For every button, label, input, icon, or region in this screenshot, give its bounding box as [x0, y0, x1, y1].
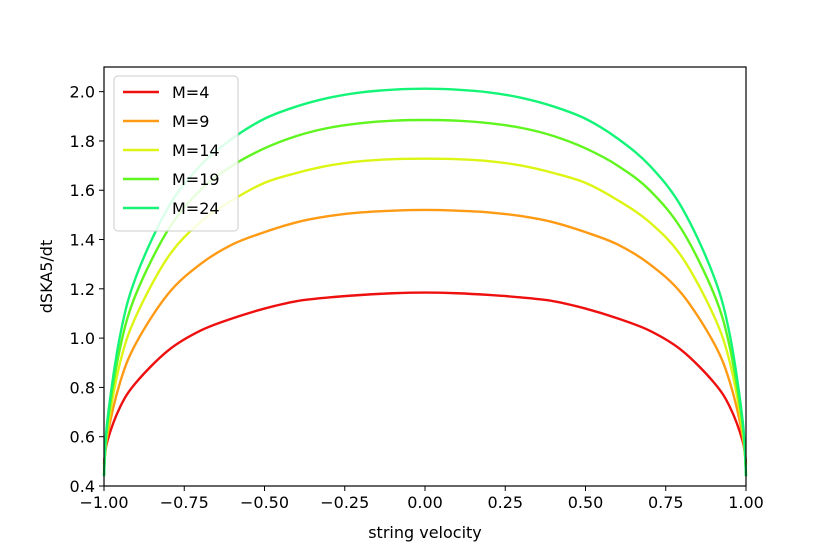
y-tick-label: 1.2 — [70, 280, 95, 299]
y-axis: 0.4 0.6 0.8 1.0 1.2 1.4 1.6 1.8 2.0 — [70, 83, 104, 496]
y-tick-label: 2.0 — [70, 83, 95, 102]
series-line-1 — [102, 208, 748, 472]
y-tick-label: 1.4 — [70, 231, 95, 250]
x-tick-label: −1.00 — [79, 493, 128, 512]
x-tick-label: 0.50 — [568, 493, 604, 512]
y-tick-label: 0.4 — [70, 477, 95, 496]
series-line-2 — [102, 157, 748, 474]
legend-label-4: M=24 — [172, 199, 220, 218]
x-tick-label: 0.25 — [487, 493, 523, 512]
legend-box — [113, 75, 239, 232]
y-tick-label: 1.8 — [70, 132, 95, 151]
x-tick-label: −0.50 — [240, 493, 289, 512]
x-tick-label: −0.25 — [320, 493, 369, 512]
legend-label-3: M=19 — [172, 170, 220, 189]
y-tick-label: 0.8 — [70, 378, 95, 397]
series-layer — [102, 87, 748, 477]
y-tick-label: 1.6 — [70, 181, 95, 200]
x-axis-label: string velocity — [368, 523, 482, 542]
legend-label-0: M=4 — [172, 83, 209, 102]
y-tick-label: 0.6 — [70, 428, 95, 447]
x-tick-label: −0.75 — [160, 493, 209, 512]
legend-label-1: M=9 — [172, 112, 209, 131]
x-tick-label: 0.00 — [407, 493, 443, 512]
x-tick-label: 0.75 — [648, 493, 684, 512]
y-tick-label: 1.0 — [70, 329, 95, 348]
series-line-0 — [102, 291, 748, 464]
x-axis: −1.00 −0.75 −0.50 −0.25 0.00 0.25 0.50 0.75 1.00 — [79, 486, 764, 512]
legend-label-2: M=14 — [172, 141, 220, 160]
legend: M=4 M=9 M=14 M=19 M=24 — [113, 75, 239, 232]
series-line-3 — [102, 118, 748, 477]
x-tick-label: 1.00 — [728, 493, 764, 512]
y-axis-label: dSKA5/dt — [37, 240, 56, 313]
